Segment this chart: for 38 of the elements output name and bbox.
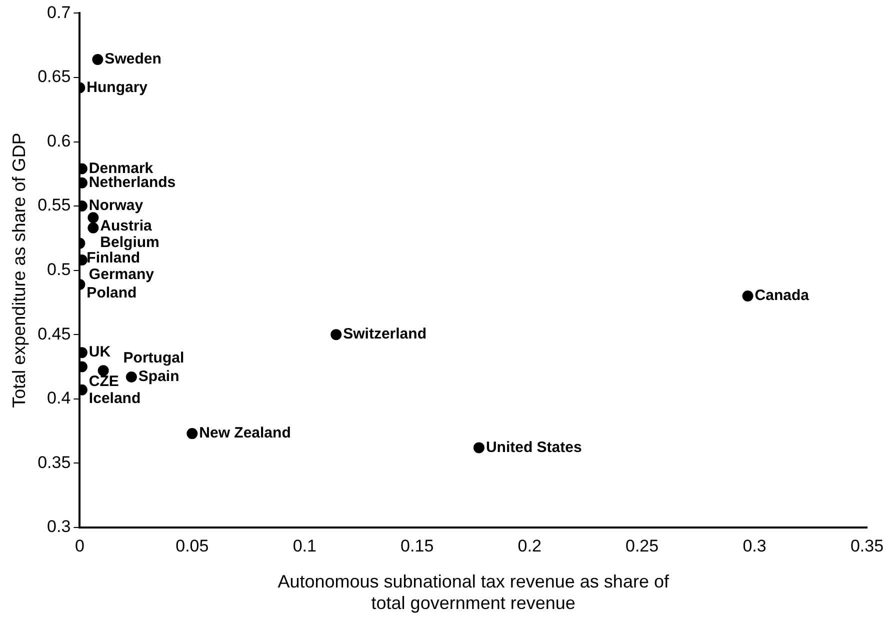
annotation: CZE <box>88 372 119 390</box>
annotation: Switzerland <box>343 326 426 343</box>
annotation: Canada <box>754 287 810 304</box>
y-tick-label: 0.35 <box>38 452 71 472</box>
annotation: Hungary <box>86 78 148 96</box>
annotation: Germany <box>88 266 155 284</box>
annotation: Norway <box>88 197 144 214</box>
y-tick-label: 0.7 <box>47 2 71 22</box>
x-tick-label: 0 <box>74 536 84 556</box>
y-tick-label: 0.45 <box>38 324 71 344</box>
y-tick-label: 0.3 <box>47 517 71 536</box>
y-tick-label: 0.4 <box>47 388 71 408</box>
x-tick-label: 0.2 <box>518 536 542 556</box>
annotation: Netherlands <box>88 174 176 192</box>
annotation: Finland <box>86 249 140 266</box>
x-tick-label: 0.35 <box>850 536 884 556</box>
y-tick-label: 0.6 <box>47 131 71 150</box>
x-tick-label: 0.15 <box>400 536 434 556</box>
annotation: Poland <box>86 284 137 302</box>
y-tick-label: 0.65 <box>38 67 71 86</box>
x-tick-label: 0.25 <box>626 536 659 556</box>
annotation: Sweden <box>104 50 162 68</box>
annotation: Belgium <box>100 234 160 252</box>
x-tick-label: 0.05 <box>176 536 209 556</box>
annotation: Iceland <box>88 390 141 407</box>
annotation: Denmark <box>88 160 154 177</box>
annotation: New Zealand <box>199 424 291 442</box>
annotation: Austria <box>100 218 153 235</box>
x-axis-title: Autonomous subnational tax revenue as share of total government revenue <box>278 572 670 614</box>
annotation: UK <box>88 344 111 361</box>
annotation: Spain <box>138 368 180 386</box>
y-tick-label: 0.55 <box>38 196 71 215</box>
x-tick-label: 0.3 <box>742 536 766 556</box>
annotation: Portugal <box>123 350 184 367</box>
y-tick-label: 0.5 <box>47 260 71 279</box>
annotation: United States <box>486 438 582 456</box>
x-tick-label: 0.1 <box>292 536 316 556</box>
y-axis-title: Total expenditure as share of GDP <box>8 132 29 408</box>
